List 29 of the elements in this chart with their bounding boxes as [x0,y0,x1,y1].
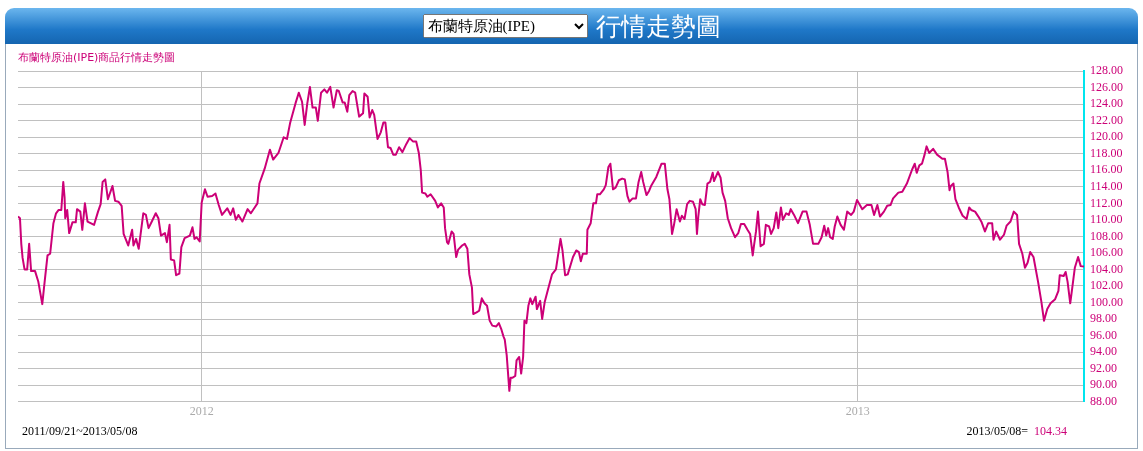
dropdown-select: 布蘭特原油(IPE) [422,14,588,38]
text: 2011/09/21~2013/05/08 [22,424,138,439]
text: 行情走勢圖 [595,10,721,43]
text: 104.34 [1034,424,1067,438]
y-tick-label: 96.00 [1090,327,1117,342]
x-tick-label: 2012 [189,403,214,418]
y-tick-label: 98.00 [1090,311,1117,326]
y-tick-label: 114.00 [1090,179,1123,193]
y-tick-label: 108.00 [1090,228,1123,243]
y-tick-label: 120.00 [1090,129,1123,144]
y-tick-label: 104.00 [1090,261,1123,276]
y-tick-label: 92.00 [1090,360,1117,375]
x-tick-label: 2013 [845,403,870,418]
y-tick-label: 118.00 [1090,145,1123,160]
y-tick-label: 90.00 [1090,377,1117,392]
y-tick-label: 116.00 [1090,162,1123,177]
y-tick-label: 126.00 [1090,79,1123,94]
y-tick-label: 112.00 [1090,195,1123,210]
text: 2013/05/08= [966,424,1028,438]
y-tick-label: 106.00 [1090,245,1123,260]
y-tick-label: 124.00 [1090,96,1123,111]
y-tick-label: 122.00 [1090,112,1123,127]
y-tick-label: 110.00 [1090,212,1123,227]
y-tick-label: 94.00 [1090,344,1117,359]
y-tick-label: 100.00 [1090,294,1123,309]
y-tick-label: 88.00 [1090,393,1117,408]
y-tick-label: 102.00 [1090,278,1123,293]
chart-title: 布蘭特原油(IPE)商品行情走勢圖 [18,51,176,65]
y-tick-label: 128.00 [1090,63,1123,78]
